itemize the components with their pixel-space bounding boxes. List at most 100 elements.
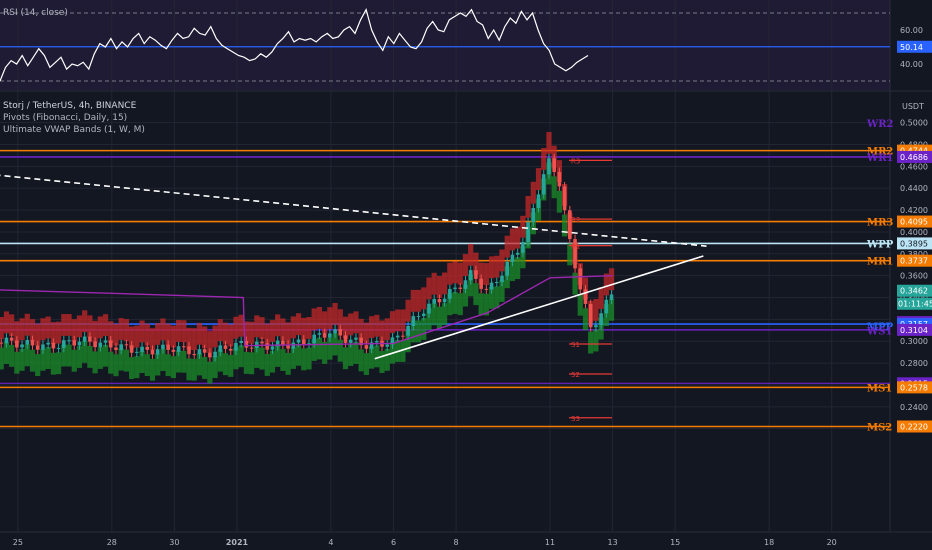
band-upper (442, 272, 448, 295)
candle-body (322, 333, 327, 338)
band-upper (322, 311, 328, 334)
band-upper (457, 262, 463, 285)
candle-body (421, 313, 426, 317)
band-upper (24, 313, 30, 336)
band-upper (82, 310, 88, 333)
candle-body (437, 299, 442, 303)
candle-body (609, 294, 614, 300)
band-lower (50, 352, 56, 375)
pivot-label-wpp: WPP (866, 239, 894, 250)
candle-body (228, 348, 233, 351)
band-lower (233, 347, 239, 370)
time-tick-label: 25 (13, 538, 23, 547)
candle-body (286, 344, 290, 349)
band-upper (160, 318, 166, 341)
support-trendline (374, 255, 704, 360)
candle-body (515, 252, 520, 255)
rsi-title: RSI (14, close) (3, 8, 68, 18)
price-tag-label: 0.4095 (900, 218, 928, 227)
currency-label: USDT (902, 102, 924, 111)
pivot-label-mpp: MPP (867, 322, 894, 333)
time-tick-label: 4 (328, 538, 333, 547)
band-lower (462, 284, 469, 307)
candle-body (98, 342, 103, 348)
band-upper (45, 316, 51, 339)
candle-body (484, 288, 489, 290)
pivot-label-ms1: MS1 (867, 383, 892, 394)
band-lower (61, 344, 67, 367)
candle-body (458, 287, 463, 289)
candle-body (573, 239, 577, 269)
candle-body (416, 316, 421, 318)
pivot-label-mr2: MR2 (867, 147, 893, 158)
candle-body (275, 340, 280, 347)
band-lower (186, 358, 192, 381)
band-upper (212, 325, 218, 348)
band-lower (249, 352, 255, 375)
rsi-panel[interactable]: 60.00 40.00 50.14 (0, 7, 932, 82)
band-upper (468, 243, 474, 266)
price-tag-0.3895 (897, 237, 932, 250)
time-tick-label: 2021 (226, 538, 249, 547)
band-lower (405, 330, 411, 353)
band-lower (426, 308, 432, 330)
trendlines[interactable] (0, 172, 707, 360)
band-upper (452, 261, 458, 284)
fib-label-r3: R3 (571, 157, 580, 165)
band-upper (593, 298, 599, 321)
candle-body (82, 336, 87, 342)
band-lower (222, 353, 229, 376)
fib-label-s1: S1 (571, 341, 580, 349)
candle-body (192, 354, 197, 356)
time-tick-label: 11 (545, 538, 555, 547)
candle-body (4, 337, 9, 344)
band-upper (233, 316, 239, 339)
pivot-label-wr2: WR2 (866, 119, 894, 130)
time-axis[interactable]: 252830202146811131518202 (13, 538, 932, 547)
candle-body (218, 345, 223, 352)
band-lower (572, 272, 578, 295)
candle-body (578, 268, 583, 290)
band-upper (14, 321, 20, 344)
symbol-title: Storj / TetherUS, 4h, BINANCE (3, 101, 137, 111)
band-upper (108, 321, 114, 344)
price-tick-label: 0.4200 (900, 206, 928, 215)
band-lower (82, 340, 88, 363)
time-tick-label: 20 (827, 538, 837, 547)
band-upper (478, 262, 484, 285)
candle-body (307, 343, 311, 345)
band-lower (363, 353, 369, 376)
band-upper (29, 319, 36, 342)
candle-body (25, 340, 30, 345)
candle-body (448, 288, 452, 299)
band-upper (488, 256, 495, 279)
band-lower (264, 354, 270, 376)
candle-body (72, 340, 77, 346)
band-lower (212, 356, 218, 378)
band-upper (410, 289, 416, 312)
band-lower (556, 190, 562, 213)
candle-body (103, 340, 108, 343)
band-upper (134, 325, 140, 348)
price-tag-0.2578 (897, 381, 932, 394)
band-lower (368, 346, 375, 369)
band-lower (431, 303, 437, 326)
candle-body (552, 158, 556, 172)
band-lower (165, 354, 171, 377)
rsi-band-fill (0, 0, 890, 90)
band-upper (384, 318, 390, 341)
band-lower (9, 344, 15, 367)
price-tag-0.4686 (897, 150, 932, 163)
band-upper (332, 302, 338, 325)
band-lower (374, 345, 380, 368)
band-lower (0, 347, 4, 370)
candle-body (385, 344, 390, 347)
band-upper (35, 323, 41, 346)
price-axis[interactable]: WR2MR2WR1MR3WPPMR1MPPWS1MS1MS20.50000.48… (866, 119, 932, 434)
candle-body (124, 344, 129, 346)
candle-body (531, 208, 536, 223)
band-upper (436, 276, 443, 298)
band-upper (337, 309, 343, 332)
